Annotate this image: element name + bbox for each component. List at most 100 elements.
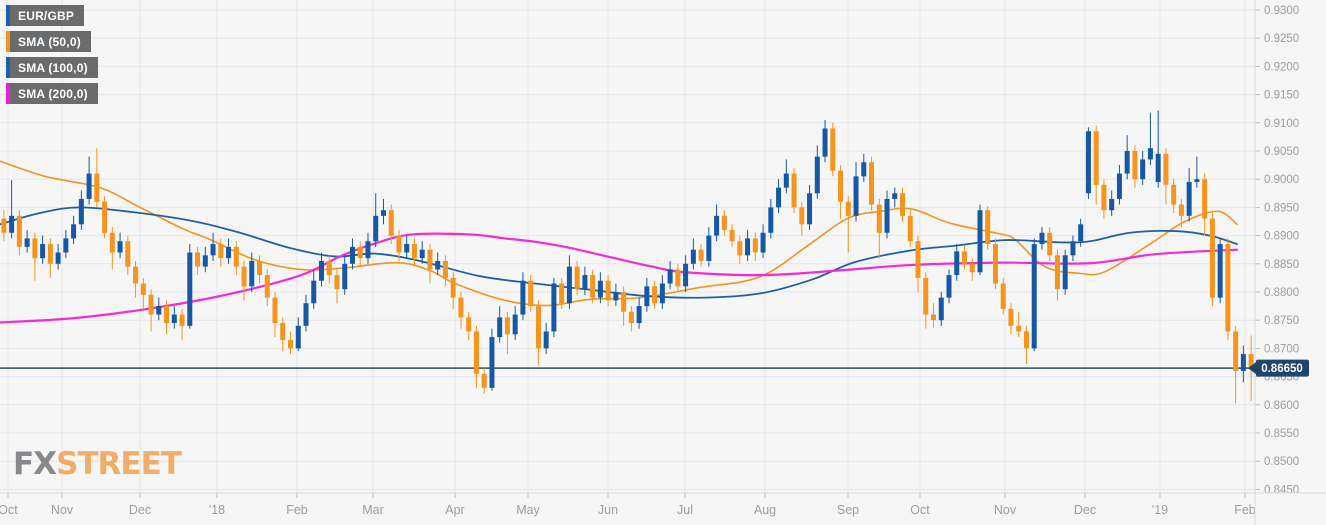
candle	[1000, 277, 1006, 315]
x-axis-label: Apr	[445, 503, 464, 517]
candle	[195, 246, 201, 276]
candle-body	[752, 238, 758, 253]
candle	[202, 246, 208, 273]
candle-body	[1031, 244, 1037, 349]
candle	[1186, 167, 1192, 222]
candle	[869, 156, 875, 211]
candle	[1116, 165, 1122, 205]
candle	[1085, 127, 1091, 199]
candle-body	[1039, 232, 1045, 245]
candle	[1209, 213, 1215, 307]
candle	[1008, 303, 1014, 335]
candle-body	[861, 162, 867, 177]
candle	[737, 235, 743, 264]
candle-body	[884, 198, 890, 233]
candle-body	[961, 251, 967, 264]
last-price-marker-box	[1256, 359, 1309, 377]
candle-body	[1163, 153, 1169, 185]
y-axis-label: 0.9100	[1264, 118, 1299, 130]
x-axis-label: Feb	[1234, 503, 1256, 517]
candle	[78, 190, 84, 230]
candle-body	[1116, 173, 1122, 199]
candle-body	[1000, 283, 1006, 309]
candle-body	[109, 232, 115, 253]
candle	[1039, 227, 1045, 250]
candle	[9, 180, 15, 239]
candle	[884, 190, 890, 239]
candle-body	[814, 156, 820, 194]
candle-body	[838, 170, 844, 202]
candle	[63, 229, 69, 259]
candle	[876, 198, 882, 259]
candle-body	[257, 260, 263, 276]
candle	[1194, 156, 1200, 188]
candle	[706, 227, 712, 267]
y-axis-label: 0.8950	[1264, 202, 1299, 214]
candle	[47, 238, 53, 278]
candle-body	[32, 238, 38, 259]
candle-body	[985, 210, 991, 245]
candle-body	[1147, 148, 1153, 160]
candle	[1155, 110, 1161, 188]
candle	[148, 289, 154, 332]
candle	[1, 210, 7, 242]
candle	[94, 148, 100, 208]
candle	[628, 306, 634, 332]
candle	[427, 244, 433, 284]
candle	[55, 244, 61, 270]
y-axis-label: 0.8600	[1264, 400, 1299, 412]
candle-body	[1, 218, 7, 233]
candle	[582, 266, 588, 295]
candle-body	[1225, 244, 1231, 332]
legend-item-sma100[interactable]: SMA (100,0)	[6, 57, 98, 78]
candle	[489, 328, 495, 391]
candle-body	[1047, 232, 1053, 256]
legend-item-sma200[interactable]: SMA (200,0)	[6, 83, 98, 104]
candle	[1093, 125, 1099, 205]
candle-body	[117, 241, 123, 253]
candle-body	[667, 269, 673, 284]
candle	[334, 269, 340, 304]
candle-body	[520, 280, 526, 315]
y-axis-label: 0.8550	[1264, 428, 1299, 440]
candle	[675, 263, 681, 292]
x-axis-label: Feb	[286, 503, 308, 517]
candle	[551, 277, 557, 338]
candle	[838, 165, 844, 219]
candle-body	[1178, 204, 1184, 216]
candle	[257, 255, 263, 284]
candle	[791, 167, 797, 214]
legend-item-eurgbp[interactable]: EUR/GBP	[6, 5, 85, 26]
candle	[241, 260, 247, 301]
candle-body	[969, 263, 975, 273]
candle	[644, 277, 650, 312]
candle	[1225, 238, 1231, 340]
candle	[109, 227, 115, 270]
candle-body	[419, 249, 425, 259]
candle-body	[636, 306, 642, 324]
candle-body	[86, 173, 92, 199]
candle	[1132, 145, 1138, 188]
candle-body	[427, 249, 433, 270]
candle-body	[404, 244, 410, 253]
fxstreet-watermark-fx: FX	[13, 446, 57, 482]
candle-body	[659, 283, 665, 304]
candle-body	[737, 241, 743, 256]
candle-body	[102, 201, 108, 233]
x-axis-label: Oct	[910, 503, 930, 517]
candle	[714, 204, 720, 242]
candle	[318, 252, 324, 287]
candle	[288, 331, 294, 355]
candle	[1217, 238, 1223, 304]
legend-item-sma50[interactable]: SMA (50,0)	[6, 31, 91, 52]
candle-body	[830, 128, 836, 171]
candle	[233, 241, 239, 276]
candle-body	[729, 229, 735, 242]
candle	[1240, 345, 1246, 383]
candle-body	[303, 303, 309, 326]
candle	[171, 306, 177, 329]
x-axis-label: Nov	[994, 503, 1017, 517]
candle-body	[954, 251, 960, 276]
candle-body	[1016, 325, 1022, 332]
